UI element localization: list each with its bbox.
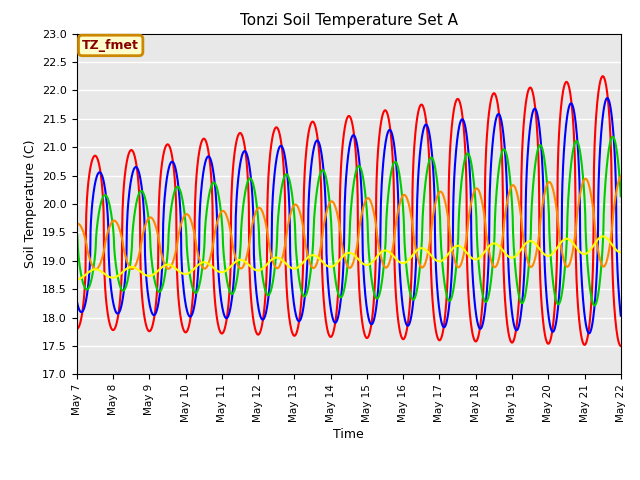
32cm [137,269,145,275]
4cm [304,252,312,258]
16cm [383,264,390,270]
8cm [73,228,81,233]
16cm [617,173,625,179]
Text: TZ_fmet: TZ_fmet [82,39,139,52]
8cm [137,188,145,194]
8cm [617,193,625,199]
16cm [73,221,81,227]
2cm [137,277,145,283]
32cm [304,255,312,261]
16cm [325,201,333,207]
32cm [325,264,333,269]
4cm [137,180,145,185]
8cm [115,279,123,285]
32cm [115,272,123,278]
2cm [115,308,123,313]
8cm [383,216,390,222]
8cm [591,302,598,308]
16cm [138,239,145,245]
Line: 2cm: 2cm [77,76,621,346]
Line: 4cm: 4cm [77,98,621,333]
32cm [617,250,625,255]
4cm [315,140,323,145]
Line: 32cm: 32cm [77,237,621,279]
4cm [604,95,611,101]
16cm [115,226,123,231]
32cm [315,255,323,261]
4cm [325,288,333,293]
4cm [73,298,81,304]
2cm [73,326,81,332]
2cm [304,136,312,142]
32cm [599,234,607,240]
4cm [115,310,123,316]
16cm [92,266,99,272]
2cm [617,343,625,349]
Line: 8cm: 8cm [77,137,621,305]
Y-axis label: Soil Temperature (C): Soil Temperature (C) [24,140,36,268]
4cm [586,330,593,336]
32cm [73,276,81,282]
2cm [315,147,323,153]
8cm [325,191,333,197]
4cm [383,135,390,141]
8cm [315,176,323,182]
8cm [609,134,617,140]
Title: Tonzi Soil Temperature Set A: Tonzi Soil Temperature Set A [240,13,458,28]
32cm [383,248,390,253]
8cm [304,287,312,293]
Line: 16cm: 16cm [77,176,621,269]
2cm [383,108,390,114]
16cm [316,252,323,258]
2cm [599,73,607,79]
X-axis label: Time: Time [333,428,364,441]
4cm [617,313,625,319]
16cm [304,253,312,259]
2cm [325,331,333,337]
